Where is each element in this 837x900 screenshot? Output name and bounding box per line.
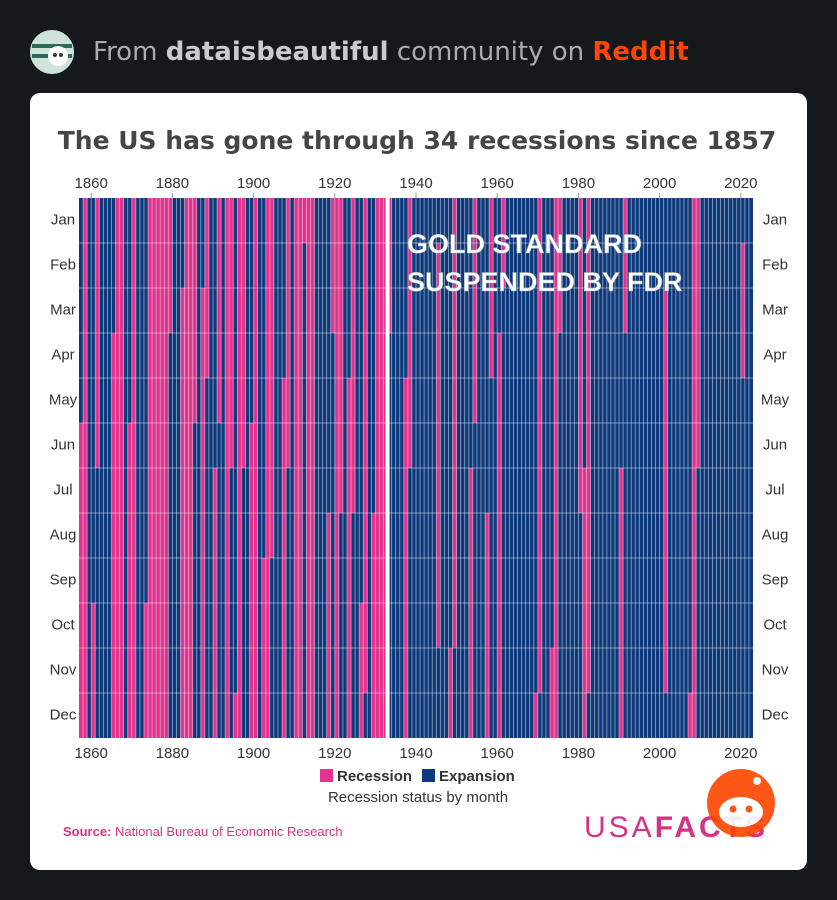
recession-cell: [663, 288, 668, 693]
annotation-text: SUSPENDED BY FDR: [407, 267, 683, 297]
source-label: Source:: [63, 824, 111, 839]
recession-cell: [436, 243, 441, 648]
reddit-icon: [707, 769, 775, 837]
x-tick-label: 1880: [156, 745, 189, 762]
legend-swatch: [422, 769, 435, 782]
recession-cell: [359, 603, 364, 738]
site-name[interactable]: Reddit: [592, 37, 688, 67]
y-tick-label: Jul: [53, 481, 72, 498]
y-tick-label: May: [761, 391, 790, 408]
x-tick-label: 1860: [74, 175, 107, 192]
y-tick-label: Jan: [763, 211, 787, 228]
recession-cell: [485, 513, 490, 738]
recession-cell: [586, 198, 591, 693]
recession-cell: [127, 423, 132, 738]
recession-cell: [168, 198, 173, 333]
x-tick-label: 1900: [237, 745, 270, 762]
y-tick-label: Jun: [51, 436, 75, 453]
y-tick-label: Dec: [50, 706, 77, 723]
recession-cell: [497, 333, 502, 738]
recession-cell: [371, 513, 376, 738]
y-tick-label: Jul: [765, 481, 784, 498]
chart-title: The US has gone through 34 recessions si…: [58, 126, 777, 155]
y-tick-label: Feb: [50, 256, 76, 273]
y-tick-label: Mar: [50, 301, 76, 318]
y-tick-label: Jun: [763, 436, 787, 453]
y-tick-label: Sep: [50, 571, 77, 588]
recession-cell: [79, 423, 84, 738]
legend-label: Expansion: [439, 768, 515, 785]
x-tick-label: 1920: [318, 175, 351, 192]
legend-swatch: [320, 769, 333, 782]
chart-subtitle: Recession status by month: [328, 789, 508, 806]
legend: Recession Expansion: [320, 768, 515, 785]
x-tick-label: 1900: [237, 175, 270, 192]
y-tick-label: Apr: [51, 346, 74, 363]
x-tick-label: 2000: [643, 745, 676, 762]
x-tick-label: 2000: [643, 175, 676, 192]
y-tick-label: Jan: [51, 211, 75, 228]
y-tick-label: Dec: [762, 706, 789, 723]
recession-cell: [326, 513, 331, 738]
recession-cell: [537, 198, 542, 693]
y-tick-label: Nov: [762, 661, 789, 678]
x-tick-label: 1940: [399, 745, 432, 762]
avatar: [30, 30, 74, 74]
y-tick-label: Aug: [50, 526, 77, 543]
recession-cell: [330, 198, 335, 333]
y-tick-label: Feb: [762, 256, 788, 273]
header-text: From dataisbeautiful community on Reddit: [93, 37, 689, 67]
source: Source: National Bureau of Economic Rese…: [63, 824, 343, 839]
x-tick-label: 1880: [156, 175, 189, 192]
source-text: National Bureau of Economic Research: [115, 824, 343, 839]
x-tick-label: 1960: [481, 745, 514, 762]
recession-cell: [302, 198, 307, 243]
recession-cell: [623, 198, 628, 333]
recession-cell: [111, 333, 116, 738]
community-name[interactable]: dataisbeautiful: [166, 37, 389, 67]
x-tick-label: 2020: [724, 745, 757, 762]
recession-cell: [91, 603, 96, 738]
y-tick-label: Aug: [762, 526, 789, 543]
y-tick-label: Nov: [50, 661, 77, 678]
recession-cell: [233, 693, 238, 738]
x-tick-label: 1980: [562, 745, 595, 762]
y-tick-label: May: [49, 391, 78, 408]
recession-cell: [249, 423, 254, 738]
recession-cell: [338, 198, 343, 513]
recession-cell: [387, 198, 392, 333]
header-prefix: From: [93, 37, 157, 67]
legend-label: Recession: [337, 768, 412, 785]
recession-cell: [533, 693, 538, 738]
recession-cell: [558, 198, 563, 333]
recession-cell: [740, 243, 745, 378]
y-tick-label: Oct: [51, 616, 75, 633]
recession-cell: [472, 198, 477, 423]
recession-cell: [688, 693, 693, 738]
x-tick-label: 1940: [399, 175, 432, 192]
y-tick-label: Mar: [762, 301, 788, 318]
annotation-text: GOLD STANDARD: [407, 229, 642, 259]
x-tick-label: 1860: [74, 745, 107, 762]
recession-cell: [578, 198, 583, 513]
plot: Jan Jan Feb Feb Mar Mar Apr Apr May May Jun Jun Jul J…: [49, 175, 790, 762]
recession-cell: [143, 603, 149, 738]
logo-a: USA: [584, 811, 655, 844]
recession-cell: [363, 198, 368, 693]
recession-cell: [192, 198, 197, 423]
y-tick-label: Oct: [763, 616, 787, 633]
x-tick-label: 1980: [562, 175, 595, 192]
x-tick-label: 2020: [724, 175, 757, 192]
x-tick-label: 1920: [318, 745, 351, 762]
y-tick-label: Apr: [763, 346, 786, 363]
header-middle: community on: [397, 37, 584, 67]
y-tick-label: Sep: [762, 571, 789, 588]
recession-cell: [217, 198, 222, 423]
x-tick-label: 1960: [481, 175, 514, 192]
recession-cell: [351, 198, 356, 513]
